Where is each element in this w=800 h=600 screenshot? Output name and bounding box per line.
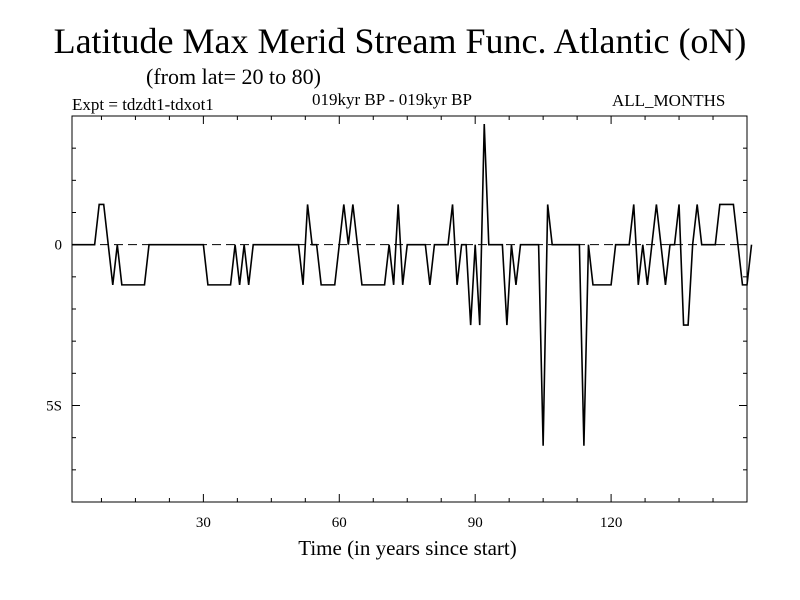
x-axis-label: Time (in years since start) <box>298 536 517 560</box>
y-tick-label: 5S <box>46 399 62 415</box>
x-tick-label: 120 <box>600 515 623 531</box>
tick-labels: 30 60 90 120 0 5S <box>46 238 622 531</box>
period-label: 019kyr BP - 019kyr BP <box>312 90 472 109</box>
y-tick-label: 0 <box>55 238 63 254</box>
months-label: ALL_MONTHS <box>612 91 726 110</box>
series-group <box>72 124 753 446</box>
plot-frame <box>71 115 748 503</box>
x-tick-label: 60 <box>332 515 347 531</box>
x-tick-label: 90 <box>468 515 483 531</box>
x-tick-label: 30 <box>196 515 211 531</box>
series-line <box>72 124 753 446</box>
axis-ticks <box>72 116 747 502</box>
experiment-label: Expt = tdzdt1-tdxot1 <box>72 95 214 114</box>
chart-subtitle: (from lat= 20 to 80) <box>146 64 321 89</box>
chart-title: Latitude Max Merid Stream Func. Atlantic… <box>53 21 747 61</box>
